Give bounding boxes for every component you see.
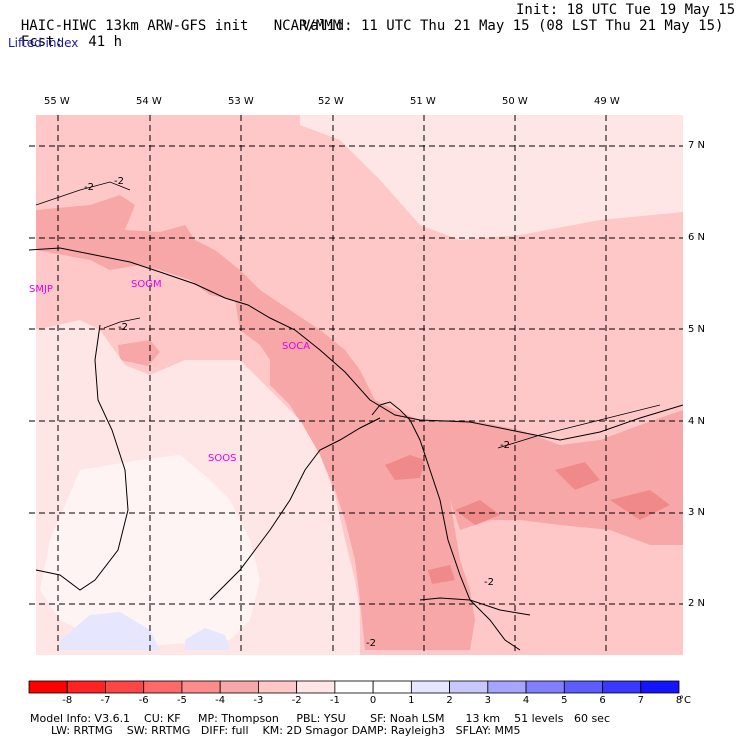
lat-label: 2 N — [688, 598, 706, 609]
station-label: SOCA — [282, 341, 311, 352]
colorbar-box — [143, 680, 183, 694]
station-label: SMJP — [29, 284, 53, 295]
field-region-pos1-patch — [60, 612, 160, 650]
lon-label: 49 W — [594, 96, 620, 107]
lat-label: 4 N — [688, 416, 706, 427]
contour-label: -2 — [366, 638, 376, 649]
colorbar-label: 6 — [599, 695, 606, 706]
colorbar-label: 3 — [484, 695, 491, 706]
contour-label: -2 — [84, 182, 94, 193]
contour-label: -2 — [484, 577, 494, 588]
colorbar-label: °C — [679, 695, 691, 706]
colorbar-box — [372, 680, 412, 694]
field-region-neg4-cell — [455, 500, 500, 525]
colorbar-label: -4 — [215, 695, 226, 706]
colorbar-label: 8 — [675, 695, 683, 706]
field-region-neg3-coast — [36, 195, 475, 650]
colorbar-box — [28, 680, 68, 694]
colorbar-box — [563, 680, 603, 694]
colorbar-box — [640, 680, 680, 694]
model-org: NCAR/MMM — [273, 18, 342, 34]
colorbar-boxes — [28, 680, 680, 694]
lon-label: 51 W — [410, 96, 436, 107]
lon-label: 50 W — [502, 96, 528, 107]
field-region-neg4-cell — [555, 462, 600, 490]
colorbar-label: -6 — [138, 695, 149, 706]
colorbar-label: 4 — [522, 695, 530, 706]
colorbar-box — [410, 680, 450, 694]
coastline — [28, 247, 684, 651]
valid-time: Valid: 11 UTC Thu 21 May 15 (08 LST Thu … — [302, 18, 724, 34]
colorbar-label: 1 — [408, 695, 415, 706]
colorbar-box — [258, 680, 298, 694]
colorbar-label: 5 — [561, 695, 568, 706]
init-time: Init: 18 UTC Tue 19 May 15 — [516, 2, 736, 18]
model-title: HAIC-HIWC 13km ARW-GFS init — [20, 18, 249, 34]
colorbar-label: -1 — [329, 695, 340, 706]
colorbar-box — [219, 680, 259, 694]
lat-label: 3 N — [688, 507, 706, 518]
colorbar-box — [487, 680, 527, 694]
forecast-hour: 41 h — [88, 34, 123, 50]
colorbar-box — [181, 680, 221, 694]
colorbar-box — [449, 680, 489, 694]
colorbar-label: -3 — [253, 695, 264, 706]
lon-label: 53 W — [228, 96, 254, 107]
lat-label: 7 N — [688, 140, 706, 151]
colorbar-box — [66, 680, 106, 694]
colorbar-box — [334, 680, 374, 694]
model-info-line2: LW: RRTMG SW: RRTMG DIFF: full KM: 2D Sm… — [30, 724, 521, 737]
field-region-neg4-cell — [428, 565, 455, 584]
colorbar-box — [105, 680, 145, 694]
station-label: SOOS — [208, 453, 237, 464]
contour-lines — [35, 181, 661, 449]
contour-label: -2 — [114, 176, 124, 187]
lon-label: 54 W — [136, 96, 162, 107]
colorbar-label: -5 — [176, 695, 187, 706]
colorbar-box — [525, 680, 565, 694]
contour-label: -2 — [118, 322, 128, 333]
station-label: SOGM — [131, 279, 162, 290]
model-info-line1: Model Info: V3.6.1 CU: KF MP: Thompson P… — [30, 712, 610, 725]
lon-label: 55 W — [44, 96, 70, 107]
colorbar-label: 2 — [446, 695, 453, 706]
lat-label: 6 N — [688, 232, 706, 243]
contour-label: -2 — [500, 440, 510, 451]
field-region-pos1-patch — [185, 628, 230, 650]
colorbar-label: 0 — [369, 695, 377, 706]
colorbar-label: 7 — [637, 695, 644, 706]
lon-label: 52 W — [318, 96, 344, 107]
colorbar-label: -8 — [62, 695, 73, 706]
field-region-neg1-north — [300, 115, 683, 240]
field-name: Lifted index — [8, 36, 79, 50]
lat-label: 5 N — [688, 324, 706, 335]
field-region-neg4-cell — [385, 455, 425, 480]
colorbar-box — [296, 680, 336, 694]
colorbar-label: -2 — [291, 695, 302, 706]
colorbar-label: -7 — [100, 695, 111, 706]
lat-lon-grid — [29, 115, 683, 655]
colorbar-box — [602, 680, 642, 694]
forecast-label: Fcst: — [20, 34, 64, 50]
